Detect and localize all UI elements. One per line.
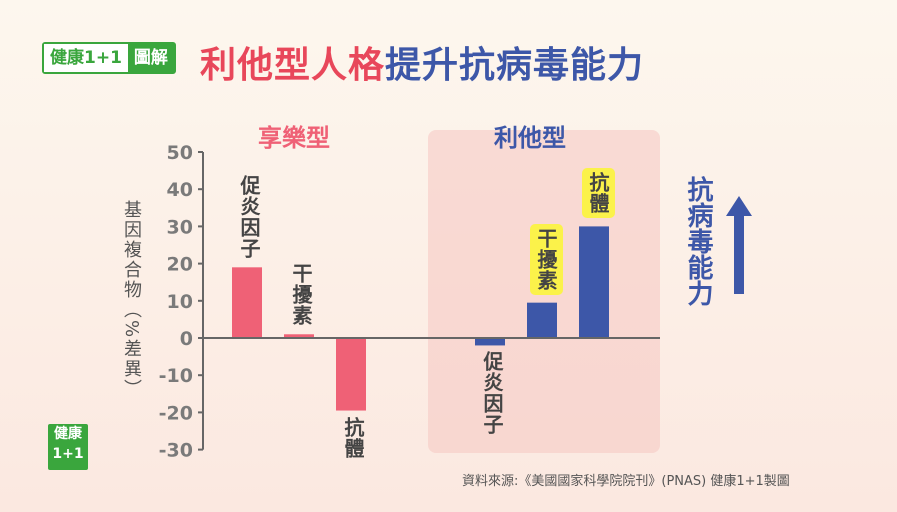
bar-label: 干擾素 xyxy=(289,263,313,327)
up-arrow-icon xyxy=(726,196,752,294)
bar-label: 抗體 xyxy=(341,416,365,459)
y-tick-label: 50 xyxy=(167,142,193,164)
bar-hedonic-2 xyxy=(336,338,366,411)
y-tick-label: 0 xyxy=(180,328,193,350)
y-tick-label: 40 xyxy=(167,179,193,201)
logo-small-text: 健康 xyxy=(54,426,82,442)
bar-label: 促炎因子 xyxy=(480,351,504,436)
y-tick-label: 20 xyxy=(167,254,193,276)
y-tick-label: -30 xyxy=(159,440,193,462)
bar-label: 抗體 xyxy=(582,168,615,219)
y-tick-label: -10 xyxy=(159,365,193,387)
bar-label: 促炎因子 xyxy=(237,175,261,260)
group-label-hedonic: 享樂型 xyxy=(258,124,330,152)
bar-label: 干擾素 xyxy=(530,223,563,295)
annotation-antiviral: 抗病毒能力 xyxy=(683,176,713,306)
bar-altruistic-0 xyxy=(475,338,505,346)
brand-logo-small: 健康 1+1 xyxy=(48,424,88,470)
y-tick-label: 10 xyxy=(167,291,193,313)
page-title: 利他型人格提升抗病毒能力 xyxy=(200,36,644,88)
y-tick-label: 30 xyxy=(167,216,193,238)
source-note: 資料來源:《美國國家科學院院刊》(PNAS) 健康1+1製圖 xyxy=(462,474,790,489)
logo-text-2: 圖解 xyxy=(133,48,168,68)
y-axis-label: 基因複合物（%差異） xyxy=(121,200,142,400)
bar-altruistic-1 xyxy=(527,302,557,338)
y-tick-label: -20 xyxy=(159,402,193,424)
group-label-altruistic: 利他型 xyxy=(494,124,566,152)
logo-small-text-2: 1+1 xyxy=(52,446,84,462)
bar-hedonic-0 xyxy=(232,267,262,338)
bar-hedonic-1 xyxy=(284,334,314,338)
title-part-1: 利他型人格 xyxy=(200,45,386,86)
logo-text: 健康1+1 xyxy=(44,44,128,72)
title-part-2: 提升抗病毒能力 xyxy=(385,45,645,86)
bar-altruistic-2 xyxy=(579,226,609,338)
brand-logo: 健康1+1 圖解 xyxy=(42,42,176,74)
